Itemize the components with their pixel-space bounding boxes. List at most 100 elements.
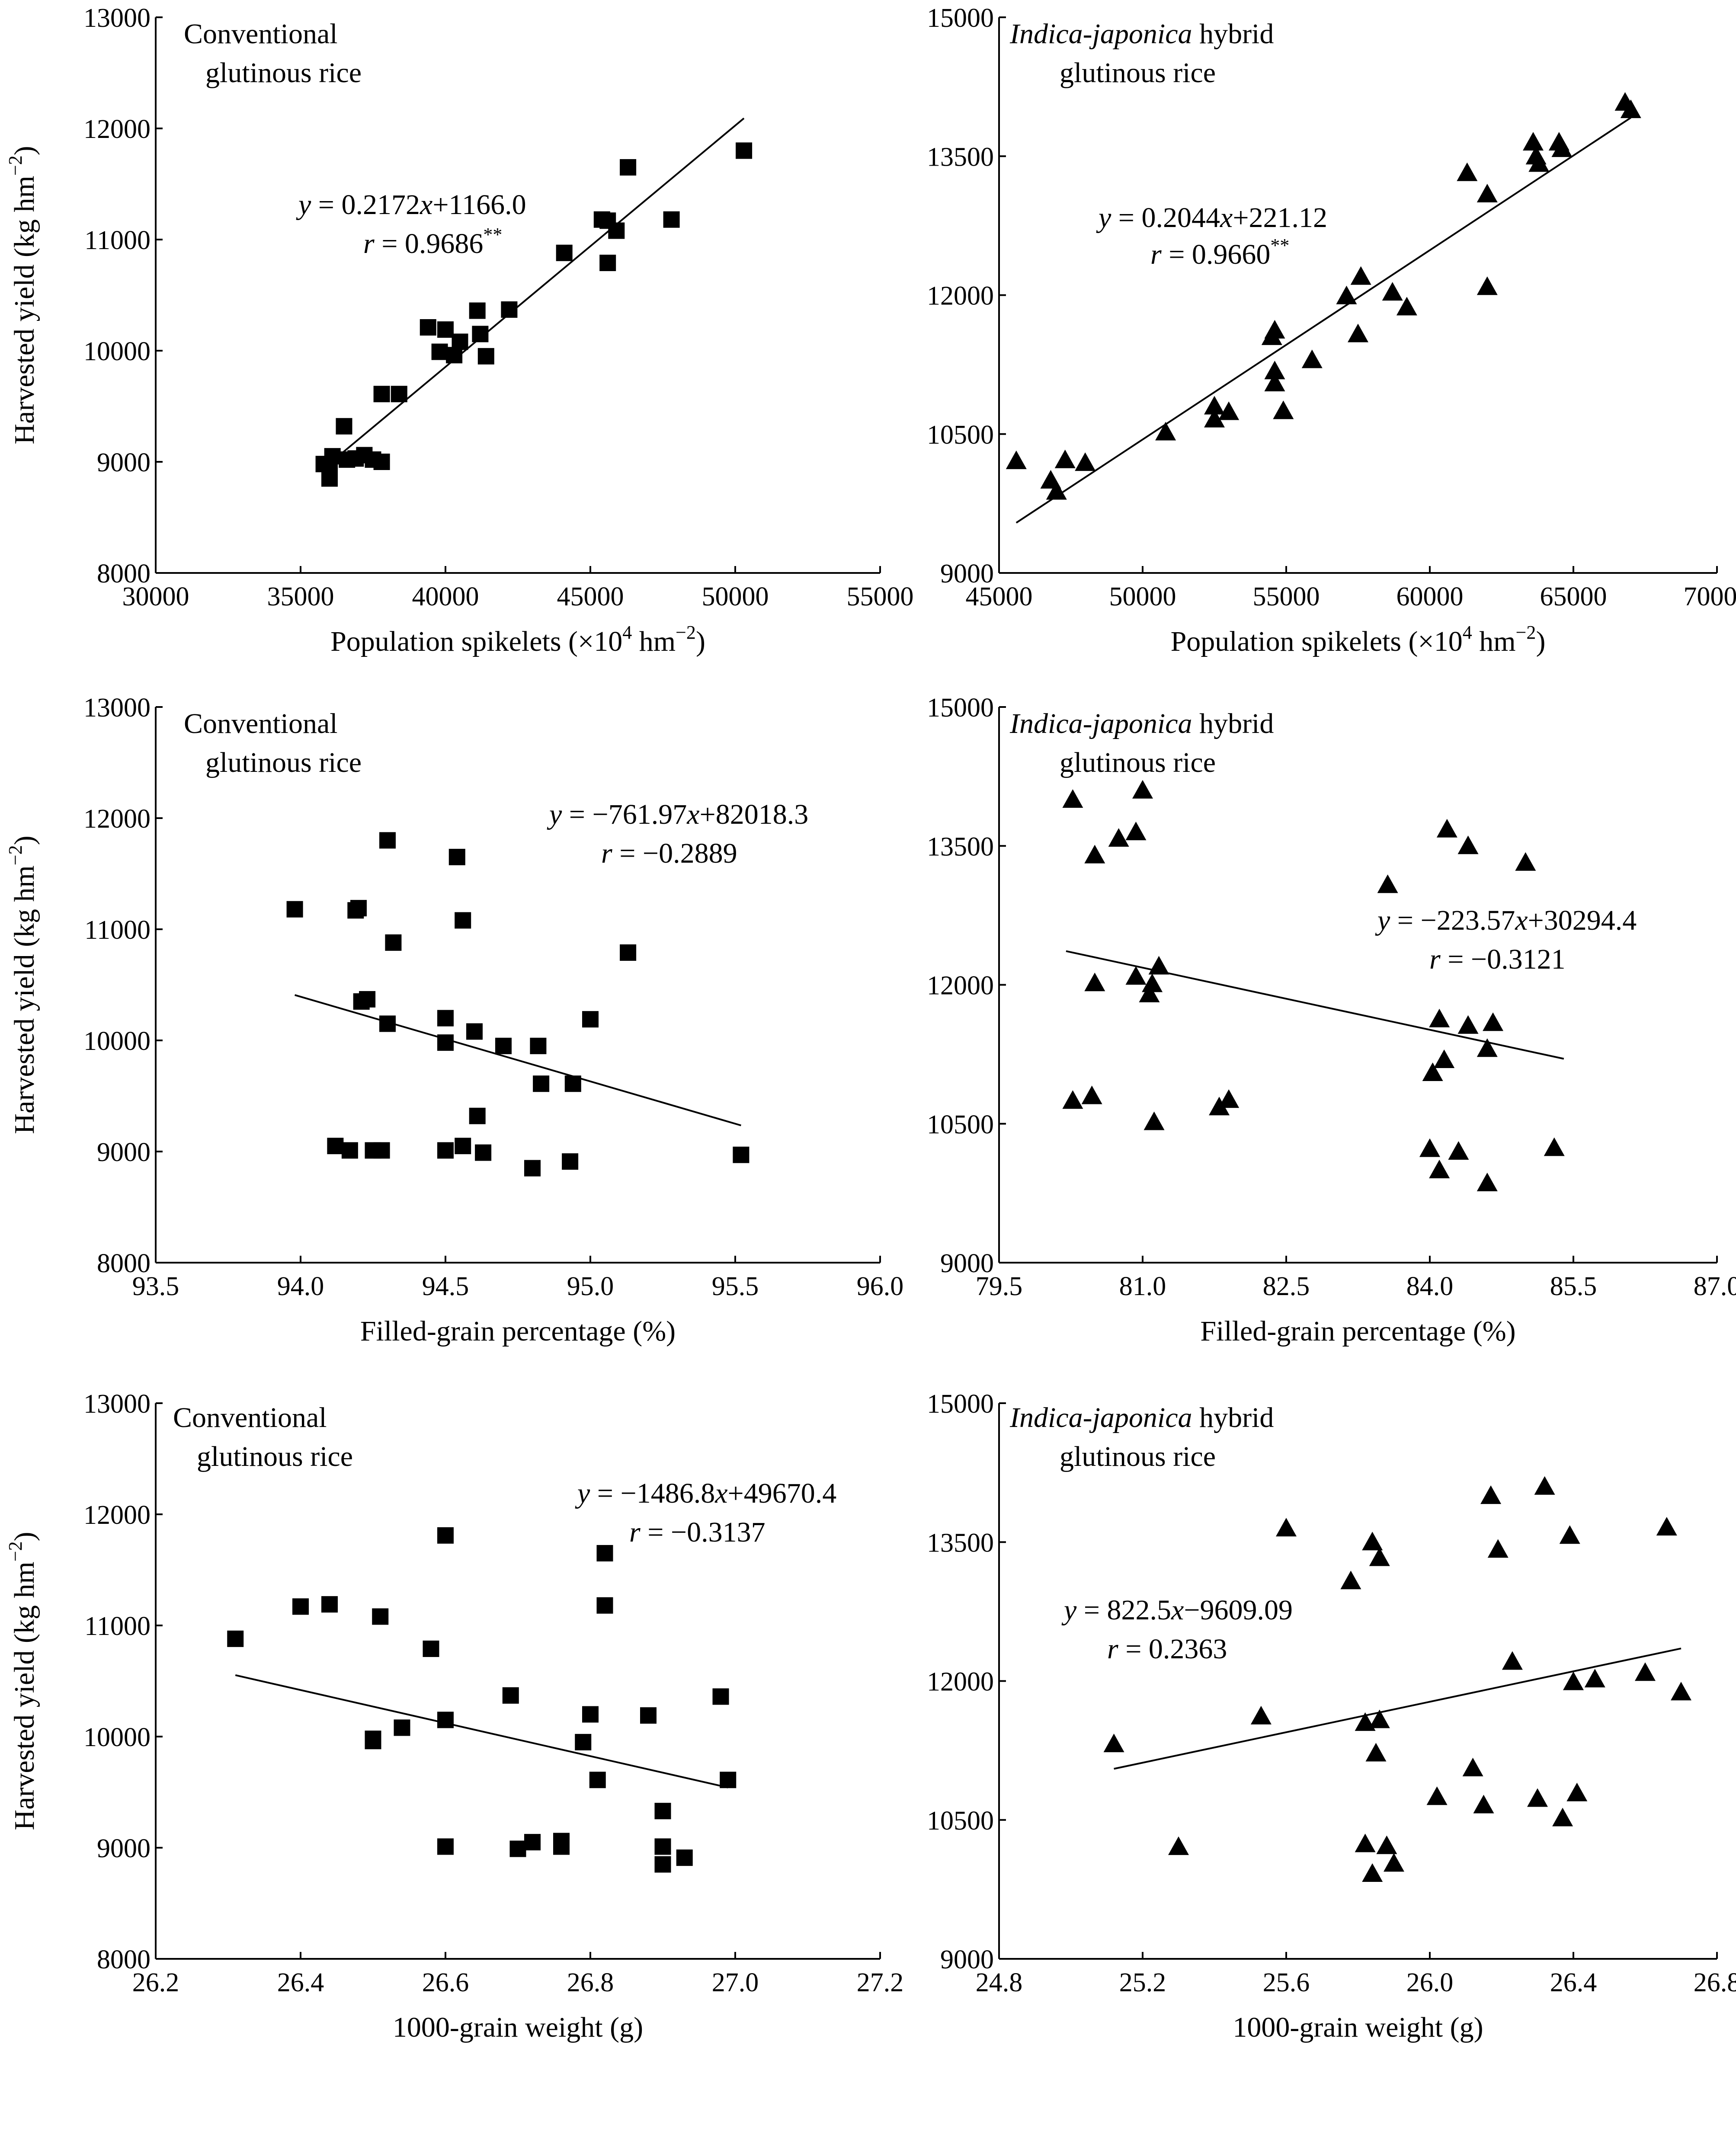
data-point (324, 448, 341, 465)
regression-equation: y = −761.97x+82018.3 (547, 799, 808, 830)
x-axis-title: Filled-grain percentage (%) (360, 1315, 676, 1347)
data-point (1377, 874, 1398, 893)
data-point (596, 1545, 613, 1561)
panel-label-line-1: Conventional (184, 708, 338, 739)
data-point (1480, 1485, 1502, 1504)
y-axis-title: Harvested yield (kg hm−2) (5, 1532, 40, 1830)
y-tick-label: 12000 (927, 971, 994, 1001)
data-point (292, 1598, 309, 1615)
data-point (1515, 852, 1536, 871)
y-tick-label: 12000 (83, 115, 151, 144)
x-tick-label: 95.0 (567, 1272, 614, 1301)
x-tick-label: 40000 (412, 582, 479, 611)
y-tick-label: 13000 (83, 693, 151, 723)
data-point (620, 159, 637, 176)
y-tick-label: 12000 (927, 282, 994, 311)
data-point (733, 1146, 749, 1163)
regression-line (1066, 950, 1564, 1060)
panel-middle-left: 93.5 94.0 94.5 95.0 95.5 96.0 8000 9000 10000 110… (5, 693, 903, 1347)
y-tick-label: 8000 (97, 1249, 151, 1278)
data-point (372, 1608, 389, 1625)
y-tick-label: 13000 (83, 3, 151, 33)
regression-line (295, 994, 741, 1126)
data-point (394, 1719, 410, 1736)
data-point (1487, 1539, 1509, 1558)
data-point (599, 254, 616, 271)
data-point (469, 1107, 486, 1124)
panel-bottom-right: 24.8 25.2 25.6 26.0 26.4 26.8 9000 10500 12000 13… (927, 1389, 1736, 2043)
correlation-coefficient: r = −0.3137 (629, 1516, 766, 1548)
y-tick-label: 10000 (83, 1027, 151, 1056)
data-point (1250, 1705, 1272, 1724)
x-tick-label: 26.4 (277, 1968, 324, 1997)
data-point (1477, 276, 1498, 295)
data-point (341, 1142, 358, 1159)
data-point (533, 1075, 550, 1092)
data-point (1523, 132, 1544, 151)
data-point (1054, 449, 1076, 468)
x-tick-label: 26.2 (132, 1968, 179, 1997)
x-tick-label: 26.8 (567, 1968, 614, 1997)
data-point (1142, 973, 1163, 992)
data-point (501, 301, 518, 318)
x-tick-label: 94.5 (422, 1272, 469, 1301)
data-point (1264, 372, 1285, 391)
data-point (589, 1772, 606, 1788)
data-point (524, 1160, 541, 1177)
data-point (1264, 361, 1285, 380)
y-tick-label: 9000 (97, 1834, 151, 1863)
data-point (477, 348, 494, 365)
data-point (437, 1712, 454, 1728)
data-point (373, 386, 390, 403)
data-point (1046, 481, 1067, 500)
data-point (1477, 184, 1498, 203)
x-tick-label: 30000 (122, 582, 189, 611)
data-point (1422, 1062, 1443, 1081)
data-point (227, 1630, 244, 1647)
x-tick-label: 50000 (1109, 582, 1176, 611)
data-point (391, 386, 407, 403)
x-axis-title: 1000-grain weight (g) (393, 2012, 643, 2043)
data-point (475, 1144, 492, 1161)
x-tick-label: 65000 (1540, 582, 1607, 611)
correlation-coefficient: r = 0.9686** (363, 224, 502, 259)
correlation-coefficient: r = −0.2889 (601, 838, 737, 869)
data-point (1528, 153, 1550, 172)
data-point (1084, 973, 1105, 992)
y-tick-label: 9000 (97, 448, 151, 477)
data-point (437, 1838, 454, 1855)
data-point (530, 1037, 547, 1054)
y-tick-label: 15000 (927, 693, 994, 723)
data-point (1559, 1525, 1580, 1544)
data-point (1062, 1090, 1083, 1109)
data-point (1301, 349, 1323, 368)
regression-line (235, 1674, 728, 1788)
data-point (1566, 1782, 1588, 1801)
data-point (502, 1687, 519, 1704)
data-point (373, 454, 390, 470)
data-point (431, 343, 448, 360)
regression-line (1015, 117, 1631, 524)
data-point (1483, 1012, 1504, 1031)
y-tick-label: 13500 (927, 832, 994, 861)
data-point (336, 418, 352, 435)
x-axis-title: 1000-grain weight (g) (1233, 2012, 1483, 2043)
x-tick-label: 82.5 (1263, 1272, 1310, 1301)
panel-label-line-2: glutinous rice (1060, 1441, 1216, 1472)
data-point (1006, 450, 1027, 469)
x-tick-label: 70000 (1684, 582, 1736, 611)
data-point (437, 1142, 454, 1159)
data-point (1125, 822, 1147, 841)
data-point (495, 1037, 512, 1054)
x-tick-label: 50000 (702, 582, 769, 611)
data-point (1365, 1743, 1387, 1762)
x-tick-label: 96.0 (857, 1272, 904, 1301)
data-point (321, 1596, 338, 1613)
correlation-coefficient: r = 0.9660** (1150, 235, 1289, 270)
panel-label-line-2: glutinous rice (205, 747, 362, 778)
data-point (437, 321, 454, 338)
data-point (1448, 1141, 1469, 1160)
data-point (1502, 1651, 1523, 1670)
data-point (1132, 780, 1153, 799)
